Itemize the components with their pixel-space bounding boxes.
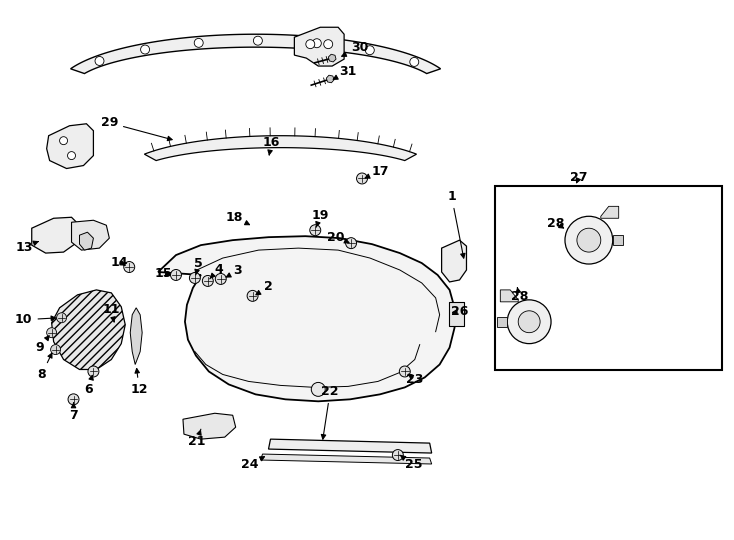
Text: 11: 11 xyxy=(103,303,120,322)
Circle shape xyxy=(518,311,540,333)
Bar xyxy=(498,317,507,327)
Bar xyxy=(613,235,622,245)
Circle shape xyxy=(306,40,315,49)
Circle shape xyxy=(366,46,374,55)
Circle shape xyxy=(565,217,613,264)
Circle shape xyxy=(346,238,357,248)
Polygon shape xyxy=(32,217,79,253)
Polygon shape xyxy=(70,34,440,73)
Text: 23: 23 xyxy=(406,373,424,386)
Text: 13: 13 xyxy=(15,241,38,254)
Circle shape xyxy=(215,273,226,285)
Bar xyxy=(448,302,465,326)
Text: 19: 19 xyxy=(311,209,329,227)
Circle shape xyxy=(59,137,68,145)
Polygon shape xyxy=(328,54,336,62)
Text: 10: 10 xyxy=(15,313,56,326)
Text: 7: 7 xyxy=(69,403,78,422)
Polygon shape xyxy=(158,236,454,401)
Circle shape xyxy=(124,261,135,273)
Text: 17: 17 xyxy=(365,165,389,178)
Polygon shape xyxy=(47,124,93,168)
Polygon shape xyxy=(183,413,236,439)
Circle shape xyxy=(95,57,104,65)
Circle shape xyxy=(170,269,181,280)
Polygon shape xyxy=(601,206,619,218)
Text: 26: 26 xyxy=(451,305,468,318)
Text: 30: 30 xyxy=(342,40,368,56)
Text: 6: 6 xyxy=(84,375,93,396)
Polygon shape xyxy=(501,290,518,302)
Circle shape xyxy=(507,300,551,343)
Circle shape xyxy=(577,228,601,252)
Circle shape xyxy=(88,366,99,377)
Text: 14: 14 xyxy=(111,255,128,268)
Circle shape xyxy=(357,173,368,184)
Polygon shape xyxy=(79,232,93,250)
Circle shape xyxy=(310,225,321,235)
Text: 28: 28 xyxy=(548,217,564,230)
Text: 9: 9 xyxy=(35,336,49,354)
Circle shape xyxy=(51,345,61,355)
Circle shape xyxy=(195,38,203,48)
Polygon shape xyxy=(51,290,126,369)
Circle shape xyxy=(203,275,214,286)
Polygon shape xyxy=(269,439,432,453)
Text: 22: 22 xyxy=(321,385,339,439)
Circle shape xyxy=(253,36,262,45)
Circle shape xyxy=(410,57,419,66)
Polygon shape xyxy=(442,240,467,282)
Text: 8: 8 xyxy=(37,353,52,381)
Circle shape xyxy=(141,45,150,54)
Polygon shape xyxy=(130,308,142,364)
Text: 20: 20 xyxy=(327,231,349,244)
Text: 15: 15 xyxy=(154,267,172,280)
Text: 21: 21 xyxy=(188,429,206,448)
Circle shape xyxy=(247,291,258,301)
Text: 25: 25 xyxy=(400,455,423,471)
Text: 4: 4 xyxy=(210,262,223,279)
Text: 18: 18 xyxy=(226,211,250,225)
Text: 27: 27 xyxy=(570,171,588,184)
Polygon shape xyxy=(294,27,344,66)
Polygon shape xyxy=(145,136,416,160)
Circle shape xyxy=(399,366,410,377)
Text: 29: 29 xyxy=(101,116,172,140)
Circle shape xyxy=(311,382,325,396)
Circle shape xyxy=(313,39,321,48)
Circle shape xyxy=(68,152,76,160)
Circle shape xyxy=(68,394,79,405)
Text: 28: 28 xyxy=(511,287,528,303)
Text: 16: 16 xyxy=(263,136,280,155)
Polygon shape xyxy=(71,220,109,250)
Bar xyxy=(495,186,722,370)
Polygon shape xyxy=(261,454,432,464)
Text: 3: 3 xyxy=(226,265,242,278)
Text: 1: 1 xyxy=(447,190,465,258)
Text: 31: 31 xyxy=(333,64,357,79)
Circle shape xyxy=(47,328,57,338)
Text: 5: 5 xyxy=(195,256,203,275)
Circle shape xyxy=(189,273,200,284)
Text: 24: 24 xyxy=(241,457,264,471)
Circle shape xyxy=(393,450,403,461)
Circle shape xyxy=(324,40,333,49)
Polygon shape xyxy=(327,75,334,83)
Text: 2: 2 xyxy=(256,280,273,295)
Text: 12: 12 xyxy=(131,368,148,396)
Circle shape xyxy=(57,313,67,323)
